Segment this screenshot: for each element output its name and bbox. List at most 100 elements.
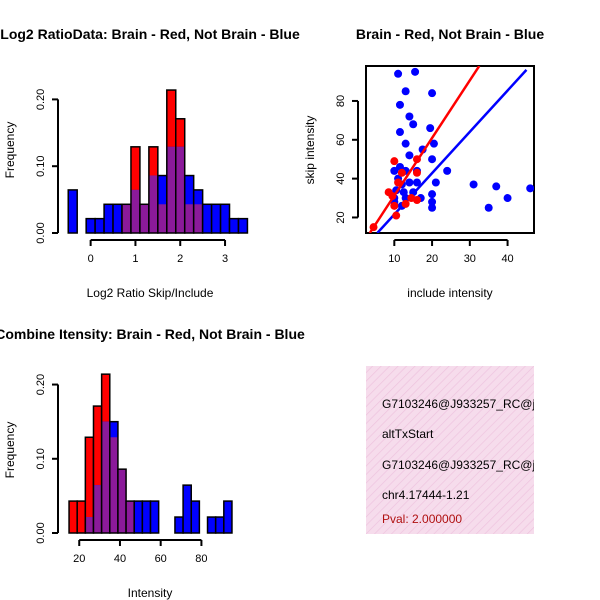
not-brain-bar: [202, 204, 212, 233]
brain-bar: [69, 501, 78, 533]
intensity-hist-xlabel: Intensity: [128, 586, 173, 600]
not-brain-bar: [68, 189, 78, 233]
x-tick-label: 40: [114, 553, 126, 565]
brain-point: [390, 157, 399, 166]
not-brain-point: [395, 100, 404, 109]
scatter-plot-box: [365, 65, 535, 234]
not-brain-bar: [229, 218, 239, 233]
overlap-bar: [109, 437, 118, 533]
bar-outline: [190, 500, 201, 534]
y-tick-label: 0.20: [35, 374, 47, 395]
not-brain-bar: [174, 517, 184, 533]
overlap-bar: [126, 501, 135, 533]
not-brain-point: [412, 178, 421, 187]
brain-fit-line: [368, 66, 481, 233]
brain-point: [412, 168, 421, 177]
x-tick-label: 20: [426, 253, 438, 265]
overlap-bar: [157, 204, 167, 233]
x-tick-label: 0: [88, 253, 94, 265]
brain-point: [397, 168, 406, 177]
not-brain-fit-line: [376, 69, 528, 233]
not-brain-bar: [134, 501, 143, 533]
bar-outline: [223, 500, 233, 534]
not-brain-point: [426, 124, 435, 133]
not-brain-bar: [238, 218, 248, 233]
not-brain-bar: [95, 218, 105, 233]
x-tick-label: 10: [388, 253, 400, 265]
scatter-title: Brain - Red, Not Brain - Blue: [356, 26, 544, 42]
bar-outline: [130, 146, 141, 234]
overlap-bar: [184, 204, 194, 233]
overlap-bar: [122, 204, 131, 233]
not-brain-point: [405, 112, 414, 121]
not-brain-point: [428, 197, 437, 206]
not-brain-point: [503, 194, 512, 203]
brain-point: [401, 199, 410, 208]
scatter-marks: [368, 66, 534, 233]
not-brain-point: [428, 155, 437, 164]
brain-bar: [93, 406, 102, 533]
brain-point: [392, 211, 401, 220]
y-tick-label: 20: [335, 211, 347, 223]
y-tick-label: 0.20: [35, 89, 47, 110]
info-line-2: altTxStart: [382, 427, 434, 441]
not-brain-point: [401, 87, 410, 96]
not-brain-point: [492, 182, 501, 191]
y-tick-label: 80: [335, 95, 347, 107]
not-brain-bar: [207, 517, 216, 533]
info-text-clip: G7103246@J933257_RC@j4 altTxStart G71032…: [382, 397, 534, 526]
y-tick-label: 0.00: [35, 222, 47, 243]
not-brain-bar: [150, 501, 159, 533]
overlap-bar: [166, 146, 176, 233]
not-brain-point: [390, 166, 399, 175]
bar-outline: [67, 189, 78, 234]
ratio-hist-xlabel: Log2 Ratio Skip/Include: [87, 286, 214, 300]
not-brain-bar: [142, 501, 151, 533]
not-brain-bar: [215, 517, 224, 533]
bar-outline: [237, 217, 249, 234]
x-tick-label: 80: [195, 553, 207, 565]
info-panel: G7103246@J933257_RC@j4 altTxStart G71032…: [366, 366, 534, 534]
not-brain-point: [443, 166, 452, 175]
y-tick-label: 40: [335, 173, 347, 185]
y-tick-label: 60: [335, 134, 347, 146]
not-brain-point: [428, 203, 437, 212]
not-brain-point: [428, 89, 437, 98]
x-tick-label: 30: [464, 253, 476, 265]
pval-text: Pval: 2.000000: [382, 512, 462, 526]
x-tick-label: 40: [501, 253, 513, 265]
x-tick-label: 1: [132, 253, 138, 265]
scatter-clip: [368, 66, 534, 233]
not-brain-bar: [113, 204, 122, 233]
intensity-hist-ylabel: Frequency: [3, 422, 17, 479]
not-brain-point: [431, 178, 440, 187]
not-brain-bar: [211, 204, 221, 233]
overlap-bar: [85, 517, 94, 533]
not-brain-point: [484, 203, 493, 212]
not-brain-point: [409, 120, 418, 129]
overlap-bar: [101, 421, 110, 533]
intensity-hist-title: Combine Itensity: Brain - Red, Not Brain…: [0, 326, 305, 342]
not-brain-point: [401, 139, 410, 148]
overlap-bar: [130, 189, 140, 233]
overlap-bar: [148, 175, 158, 233]
not-brain-bar: [220, 204, 230, 233]
intensity-scatter-panel: Brain - Red, Not Brain - Blue include in…: [303, 26, 544, 300]
not-brain-bar: [191, 501, 200, 533]
overlap-bar: [193, 204, 203, 233]
x-tick-label: 3: [222, 253, 228, 265]
ratio-hist-title: Log2 RatioData: Brain - Red, Not Brain -…: [0, 26, 300, 42]
y-tick-label: 0.10: [35, 155, 47, 176]
brain-point: [390, 201, 399, 210]
x-tick-label: 2: [177, 253, 183, 265]
ratio-histogram-panel: Log2 RatioData: Brain - Red, Not Brain -…: [0, 26, 300, 300]
overlap-bar: [139, 204, 149, 233]
not-brain-point: [469, 180, 478, 189]
x-tick-label: 20: [73, 553, 85, 565]
not-brain-point: [411, 67, 420, 76]
y-tick-label: 0.10: [35, 448, 47, 469]
not-brain-point: [405, 151, 414, 160]
overlap-bar: [175, 146, 185, 233]
not-brain-point: [405, 178, 414, 187]
